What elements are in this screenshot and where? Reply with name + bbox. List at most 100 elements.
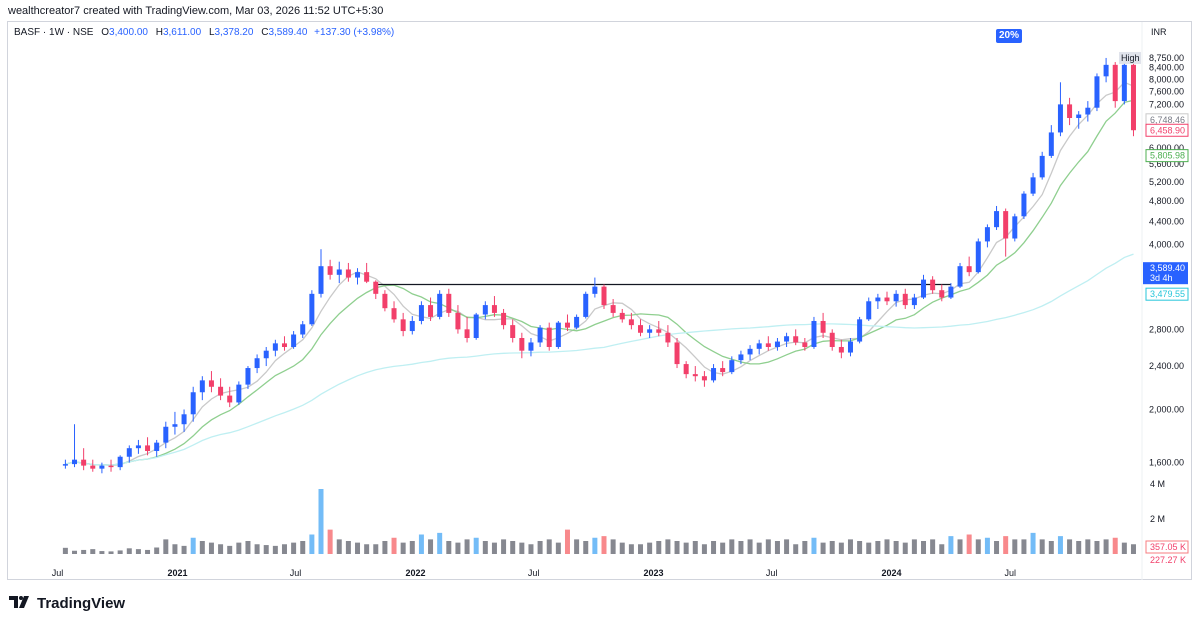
candle-body: [820, 320, 826, 333]
candle-body: [628, 319, 634, 326]
candle-body: [163, 426, 169, 443]
volume-bar: [756, 542, 762, 554]
ohlc-legend: BASF · 1W · NSE O3,400.00 H3,611.00 L3,3…: [14, 27, 394, 38]
x-tick-label: Jul: [528, 568, 540, 578]
volume-bar: [866, 542, 872, 554]
candle-body: [555, 322, 561, 347]
candle-body: [254, 358, 260, 369]
last-close-label-box: [1145, 123, 1189, 137]
chart-frame: [7, 21, 1192, 580]
x-tick-label: Jul: [290, 568, 302, 578]
volume-bar: [108, 551, 114, 554]
candle-body: [720, 368, 726, 373]
volume-bar: [455, 542, 461, 554]
high-tag: High: [1121, 53, 1140, 63]
volume-bar: [564, 529, 570, 554]
candle-body: [592, 286, 598, 294]
volume-bar: [847, 539, 853, 554]
candle-body: [1085, 107, 1091, 115]
volume-bar: [774, 541, 780, 554]
y-tick-label: 8,400.00: [1149, 63, 1184, 73]
x-tick-label: 2023: [644, 568, 664, 578]
candle-body: [181, 414, 187, 425]
tradingview-logo-icon: [9, 595, 31, 612]
candle-body: [984, 227, 990, 242]
volume-bar: [994, 541, 1000, 554]
volume-bar: [829, 541, 835, 554]
volume-bar: [1130, 544, 1136, 554]
candle-body: [756, 343, 762, 349]
ma-grey-line: [65, 81, 1134, 466]
candle-body: [154, 442, 160, 452]
candle-body: [802, 342, 808, 347]
candle-body: [227, 395, 233, 403]
volume-bar: [245, 541, 251, 554]
volume-bar: [373, 544, 379, 554]
symbol-label[interactable]: BASF · 1W · NSE: [14, 27, 94, 38]
low-value: 3,378.20: [214, 27, 254, 38]
candle-body: [1039, 155, 1045, 178]
ma-grey-price-label: 6,748.46: [1150, 115, 1185, 125]
candle-body: [510, 325, 516, 338]
volume-bar: [638, 544, 644, 554]
candle-body: [1076, 114, 1082, 118]
volume-bar: [227, 545, 233, 554]
volume-bar: [1076, 541, 1082, 554]
volume-bar: [391, 537, 397, 554]
candle-body: [473, 314, 479, 338]
candle-body: [437, 293, 443, 317]
candle-body: [747, 348, 753, 355]
volume-bar: [902, 542, 908, 554]
candle-body: [117, 456, 123, 468]
volume-bar: [619, 542, 625, 554]
volume-bar: [1039, 539, 1045, 554]
candle-body: [1067, 104, 1073, 118]
volume-bar: [464, 539, 470, 554]
volume-bar: [345, 541, 351, 554]
candle-body: [126, 448, 132, 457]
tradingview-brand[interactable]: TradingView: [9, 595, 125, 612]
volume-value-label: 227.27 K: [1150, 555, 1186, 565]
volume-bar: [163, 539, 169, 554]
volume-bar: [1121, 542, 1127, 554]
candle-body: [62, 464, 68, 466]
volume-bar: [135, 549, 141, 554]
y-tick-label: 2,400.00: [1149, 361, 1184, 371]
candle-body: [966, 266, 972, 273]
volume-bar: [172, 544, 178, 554]
candle-body: [610, 305, 616, 313]
candle-body: [236, 384, 242, 403]
volume-bar: [975, 539, 981, 554]
candle-body: [409, 320, 415, 332]
candle-body: [281, 343, 287, 347]
volume-bar: [400, 542, 406, 554]
y-tick-label: 7,200.00: [1149, 99, 1184, 109]
candle-body: [263, 350, 269, 359]
candle-body: [464, 329, 470, 338]
volume-bar: [72, 550, 78, 554]
x-tick-label: 2021: [168, 568, 188, 578]
candle-body: [601, 286, 607, 306]
volume-bar: [99, 551, 105, 554]
candle-body: [99, 465, 105, 469]
candle-body: [208, 380, 214, 387]
candle-body: [546, 327, 552, 347]
volume-tick-label: 4 M: [1150, 479, 1165, 489]
volume-bar: [784, 539, 790, 554]
volume-bar: [738, 541, 744, 554]
volume-bar: [555, 542, 561, 554]
percent-badge[interactable]: 20%: [996, 29, 1022, 43]
volume-bar: [875, 541, 881, 554]
candle-body: [81, 459, 87, 466]
volume-bar: [528, 544, 534, 554]
volume-bar: [272, 545, 278, 554]
volume-bar: [1030, 532, 1036, 554]
candle-body: [583, 293, 589, 317]
candle-body: [418, 305, 424, 321]
volume-bar: [957, 539, 963, 554]
candle-body: [811, 320, 817, 347]
candle-body: [1030, 177, 1036, 194]
volume-bar: [208, 542, 214, 554]
volume-bar: [355, 542, 361, 554]
